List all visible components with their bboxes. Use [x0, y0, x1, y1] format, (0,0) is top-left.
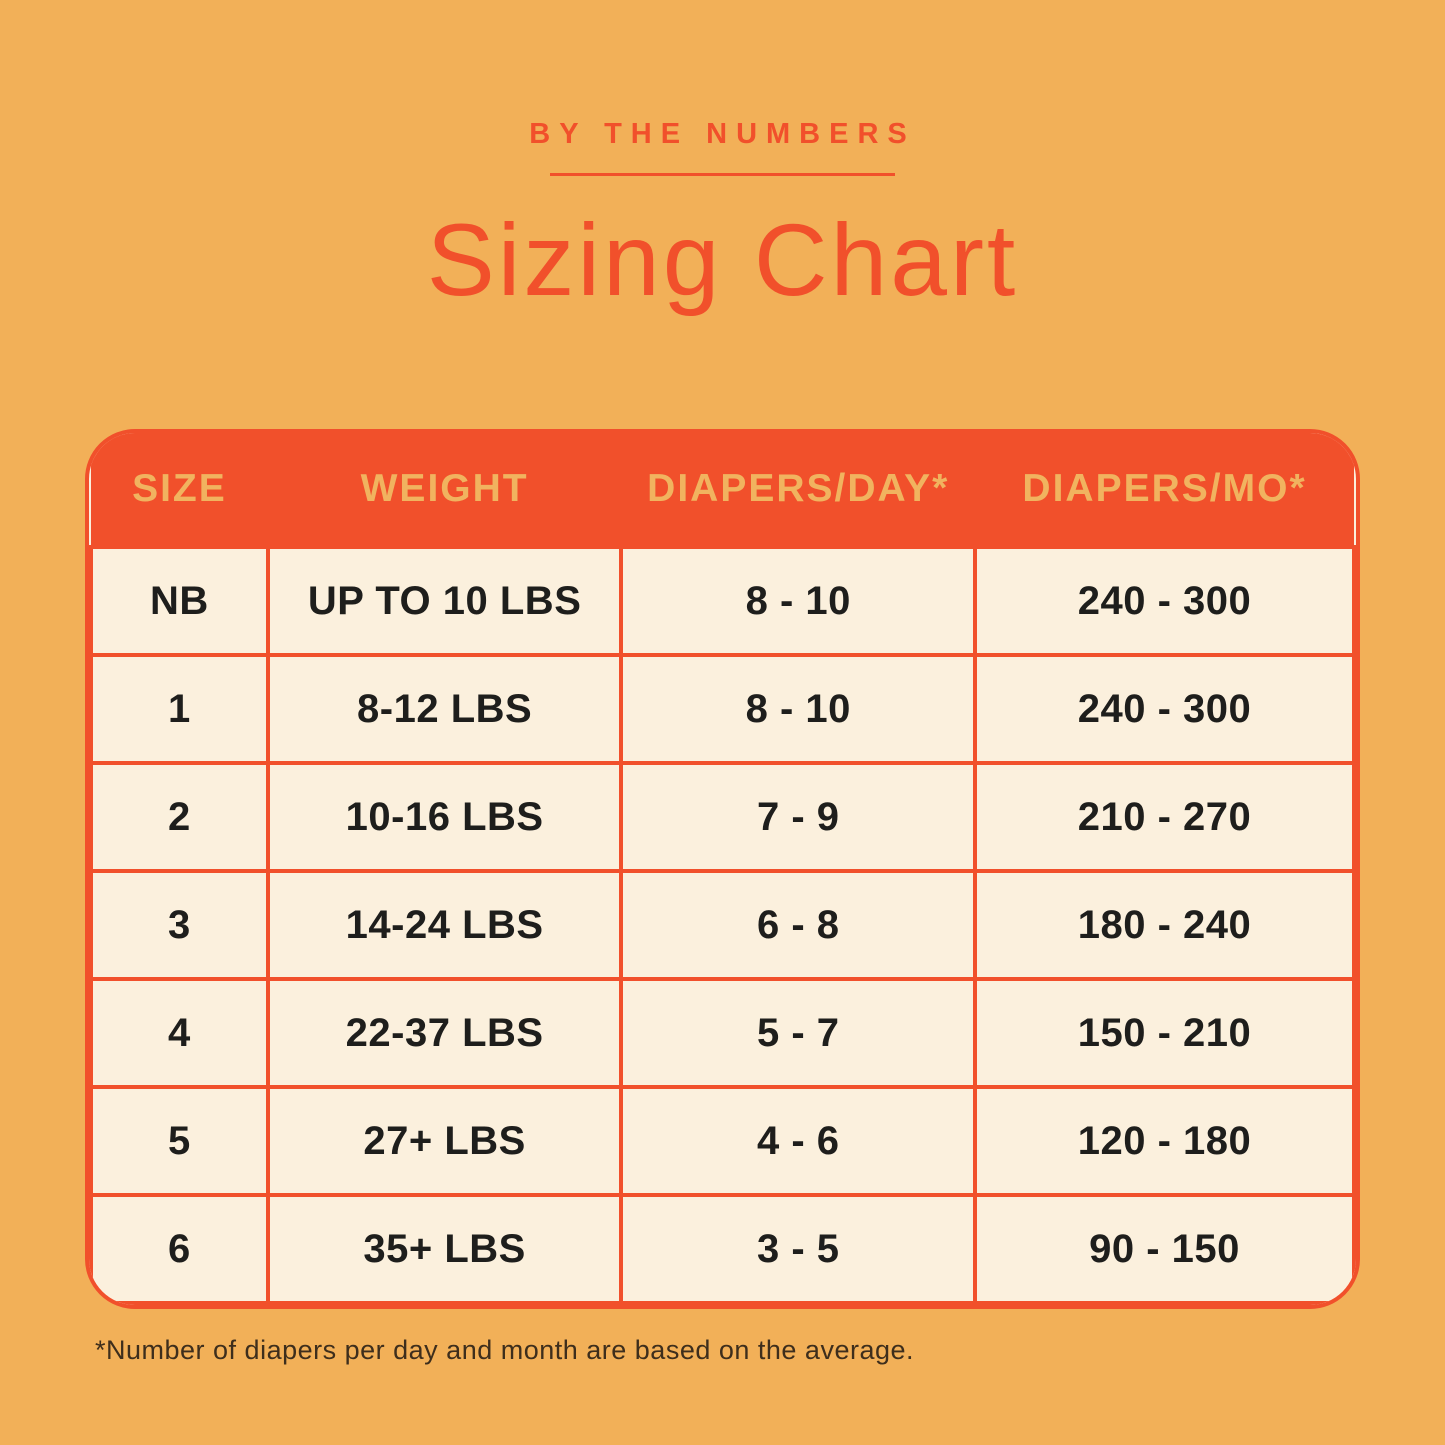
- cell-size: 3: [89, 869, 270, 981]
- cell-diapers-day: 4 - 6: [619, 1085, 978, 1197]
- table-row: 6 35+ LBS 3 - 5 90 - 150: [89, 1193, 1356, 1305]
- cell-diapers-month: 210 - 270: [973, 761, 1356, 873]
- eyebrow-label: BY THE NUMBERS: [529, 118, 916, 150]
- cell-size: NB: [89, 545, 270, 657]
- table-row: 5 27+ LBS 4 - 6 120 - 180: [89, 1085, 1356, 1197]
- cell-diapers-day: 8 - 10: [619, 545, 978, 657]
- column-header-diapers-month: DIAPERS/MO*: [975, 433, 1354, 547]
- column-header-size: SIZE: [91, 433, 268, 547]
- cell-size: 4: [89, 977, 270, 1089]
- sizing-table: SIZE WEIGHT DIAPERS/DAY* DIAPERS/MO* NB …: [89, 433, 1356, 1305]
- cell-weight: 27+ LBS: [265, 1085, 624, 1197]
- table-row: 2 10-16 LBS 7 - 9 210 - 270: [89, 761, 1356, 873]
- cell-diapers-month: 90 - 150: [973, 1193, 1356, 1305]
- cell-diapers-day: 7 - 9: [619, 761, 978, 873]
- table-header-row: SIZE WEIGHT DIAPERS/DAY* DIAPERS/MO*: [91, 433, 1354, 547]
- cell-diapers-month: 240 - 300: [973, 653, 1356, 765]
- cell-diapers-day: 8 - 10: [619, 653, 978, 765]
- cell-weight: 10-16 LBS: [265, 761, 624, 873]
- column-header-diapers-day: DIAPERS/DAY*: [621, 433, 976, 547]
- sizing-table-container: SIZE WEIGHT DIAPERS/DAY* DIAPERS/MO* NB …: [85, 429, 1360, 1309]
- column-header-weight: WEIGHT: [267, 433, 622, 547]
- cell-diapers-month: 120 - 180: [973, 1085, 1356, 1197]
- table-row: 4 22-37 LBS 5 - 7 150 - 210: [89, 977, 1356, 1089]
- cell-weight: 22-37 LBS: [265, 977, 624, 1089]
- divider-rule: [550, 173, 895, 176]
- table-row: 1 8-12 LBS 8 - 10 240 - 300: [89, 653, 1356, 765]
- cell-diapers-month: 180 - 240: [973, 869, 1356, 981]
- cell-size: 5: [89, 1085, 270, 1197]
- table-row: NB UP TO 10 LBS 8 - 10 240 - 300: [89, 545, 1356, 657]
- footnote: *Number of diapers per day and month are…: [95, 1335, 914, 1365]
- cell-size: 1: [89, 653, 270, 765]
- cell-diapers-day: 3 - 5: [619, 1193, 978, 1305]
- cell-weight: 8-12 LBS: [265, 653, 624, 765]
- cell-diapers-month: 150 - 210: [973, 977, 1356, 1089]
- cell-diapers-day: 5 - 7: [619, 977, 978, 1089]
- cell-size: 2: [89, 761, 270, 873]
- cell-weight: UP TO 10 LBS: [265, 545, 624, 657]
- page-title: Sizing Chart: [426, 203, 1019, 317]
- cell-weight: 14-24 LBS: [265, 869, 624, 981]
- cell-size: 6: [89, 1193, 270, 1305]
- table-zone: SIZE WEIGHT DIAPERS/DAY* DIAPERS/MO* NB …: [85, 429, 1360, 1366]
- cell-diapers-day: 6 - 8: [619, 869, 978, 981]
- table-row: 3 14-24 LBS 6 - 8 180 - 240: [89, 869, 1356, 981]
- cell-diapers-month: 240 - 300: [973, 545, 1356, 657]
- cell-weight: 35+ LBS: [265, 1193, 624, 1305]
